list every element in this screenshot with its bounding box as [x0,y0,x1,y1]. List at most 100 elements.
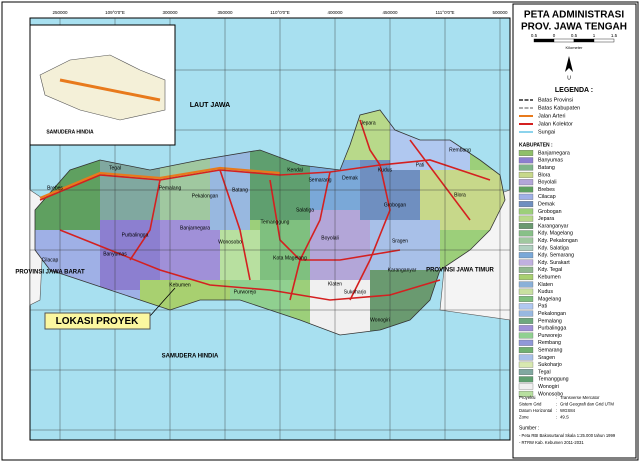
legend-swatch [518,244,534,251]
legend-swatch [518,259,534,266]
legend-label: Kdy. Magelang [538,231,573,237]
legend-label: Demak [538,202,555,208]
legend-swatch [518,150,534,156]
title-line: PETA ADMINISTRASI [524,10,624,21]
legend-label: Batang [538,165,555,171]
legend-label: Kdy. Pekalongan [538,238,578,244]
legend-label: Pemalang [538,318,562,324]
legend-swatch [518,383,534,390]
place-label: Wonogiri [370,317,390,323]
place-label: Blora [454,192,466,198]
place-label: Salatiga [296,207,314,213]
place-label: Demak [342,175,358,181]
legend-label: Pati [538,304,547,310]
legend-label: Cilacap [538,194,556,200]
sources-title: Sumber : [519,425,539,431]
legend-swatch [518,281,534,288]
scale-label: 1 [593,33,596,38]
legend-swatch [518,361,534,368]
legend-label: Semarang [538,348,562,354]
legend-swatch [518,317,534,324]
place-label: Pekalongan [192,193,219,199]
legend-swatch [518,325,534,332]
info-text: Datum Horizontal [519,408,552,413]
info-text: Proyeksi [519,395,536,400]
legend-swatch [518,296,534,302]
place-label: Kebumen [169,282,191,288]
legend-label: Banyumas [538,158,563,164]
legend-swatch [518,230,534,237]
legend-label: Batas Kabupaten [538,105,580,111]
place-label: Purworejo [234,289,257,295]
graticule [30,18,510,440]
legend-swatch [518,390,534,397]
grid-label: 350000 [217,10,233,15]
grid-label: 250000 [52,10,68,15]
info-text: Zone [519,415,529,420]
scale-unit: Kilometer [566,45,584,50]
inset-road [59,78,161,102]
scale-label: 0 [553,33,556,38]
info-text: 49.S [560,415,569,420]
legend-label: Rembang [538,340,561,346]
legend-label: Brebes [538,187,555,193]
scale-label: 1.5 [611,33,618,38]
scale-label: 0.5 [571,33,578,38]
legend-swatch [518,332,534,339]
legend-label: Pekalongan [538,311,566,317]
legend-swatch [518,201,534,208]
legend-label: Sungai [538,129,555,135]
legend-panel [512,3,637,459]
place-label: Batang [232,187,248,193]
callout-line [149,287,176,317]
legend-swatch [518,164,534,171]
legend-swatch [518,310,534,317]
legend-label: Kdy. Salatiga [538,245,569,251]
legend-title: LEGENDA : [555,87,593,94]
legend-swatch [518,266,534,273]
legend-label: Kudus [538,289,553,295]
scale-segment [553,38,575,43]
info-text: Transverse Mercator [560,395,600,400]
callout-text: LOKASI PROYEK [56,316,140,327]
legend-label: Jalan Kolektor [538,121,573,127]
title-line: PROV. JAWA TENGAH [521,22,627,33]
legend-label: Wonogiri [538,384,559,390]
place-label: SAMUDERA HINDIA [46,129,94,135]
legend-label: Banjarnegara [538,150,570,156]
legend-label: Tegal [538,369,551,375]
north-arrow [565,56,573,72]
legend-swatch [518,369,534,375]
legend-label: Jalan Arteri [538,113,566,119]
legend-swatch [518,288,534,295]
north-label: U [567,75,571,81]
grid-label: 109°0'0"E [105,10,125,15]
grid-label: 110°0'0"E [270,10,289,15]
place-label: Boyolali [321,235,339,241]
legend-swatch [518,193,534,200]
legend-swatch [518,354,534,361]
info-text: WGS84 [560,408,576,413]
legend-swatch [518,171,534,178]
source-text: - RTRW Kab. Kebumen 2011-2031 [519,440,584,445]
legend-label: Temanggung [538,377,569,383]
grid-label: 400000 [327,10,343,15]
place-label: SAMUDERA HINDIA [162,354,219,360]
place-label: Banjarnegara [180,225,210,231]
place-label: Kota Magelang [273,255,307,261]
place-label: Tegal [109,165,121,171]
place-label: Wonosobo [218,239,242,245]
place-label: Rembang [449,147,471,153]
legend-swatch [518,252,534,259]
legend-label: Sukoharjo [538,362,562,368]
info-text: : [556,402,557,407]
info-text: : [556,408,557,413]
legend-label: Kdy. Tegal [538,267,562,273]
legend-label: Jepara [538,216,554,222]
legend-label: Boyolali [538,180,557,186]
grid-label: 450000 [382,10,398,15]
legend-swatch [518,215,534,222]
legend-swatch [518,376,534,383]
legend-label: Blora [538,172,550,178]
legend-label: Sragen [538,355,555,361]
